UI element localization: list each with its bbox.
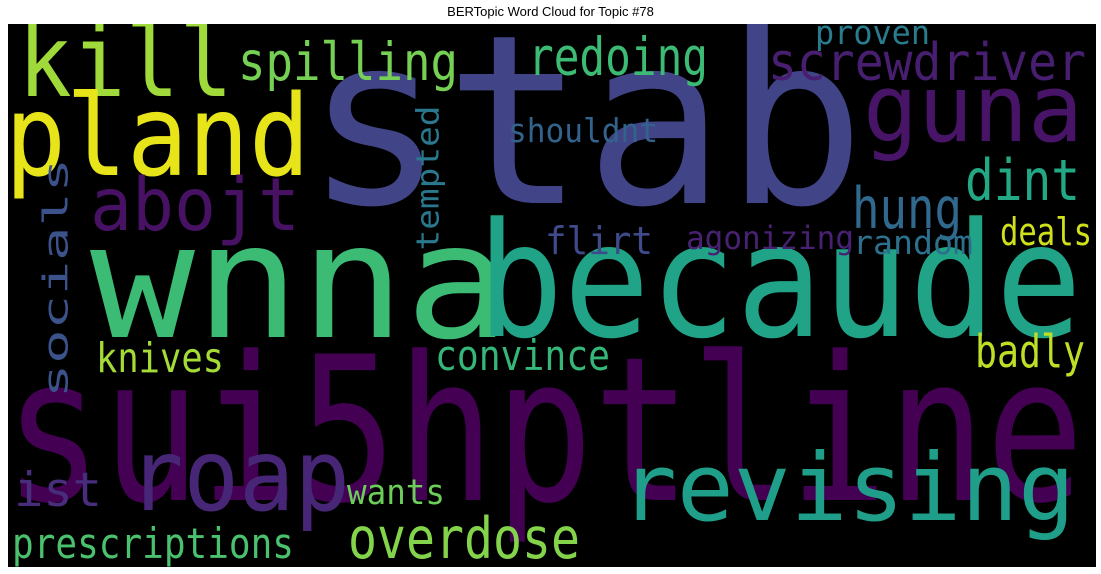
word-spilling: spilling: [238, 32, 458, 93]
word-prescriptions: prescriptions: [12, 519, 294, 567]
word-convince: convince: [435, 331, 610, 380]
word-proven: proven: [815, 24, 930, 52]
chart-title: BERTopic Word Cloud for Topic #78: [447, 4, 654, 19]
word-kill: kill: [18, 24, 233, 120]
word-roap: roap: [128, 417, 350, 534]
word-sui5hptline: sui5hptline: [8, 314, 1084, 548]
word-revising: revising: [620, 434, 1075, 543]
word-shouldnt: shouldnt: [508, 111, 658, 150]
word-becaude: becaude: [477, 189, 1082, 374]
word-wants: wants: [347, 473, 445, 513]
word-pland: pland: [8, 72, 310, 202]
word-tempted: tempted: [411, 106, 447, 251]
word-redoing: redoing: [528, 27, 708, 88]
word-socials: socials: [37, 158, 77, 398]
word-guna: guna: [863, 55, 1083, 164]
word-agonizing: agonizing: [686, 219, 854, 257]
word-dint: dint: [965, 148, 1080, 214]
word-badly: badly: [975, 325, 1085, 378]
word-random: random: [853, 223, 973, 262]
word-cloud: stab wnna becaude sui5hptline kill pland guna r…: [8, 24, 1096, 567]
word-overdose: overdose: [348, 506, 580, 567]
word-flirt: flirt: [545, 219, 653, 263]
word-screwdriver: screwdriver: [768, 33, 1086, 93]
word-knives: knives: [96, 334, 224, 382]
word-stab: stab: [305, 24, 865, 259]
word-ist: ist: [14, 463, 102, 518]
word-deals: deals: [1000, 210, 1092, 254]
word-abojt: abojt: [90, 163, 300, 248]
word-hung: hung: [852, 176, 962, 242]
word-wnna: wnna: [90, 190, 510, 375]
